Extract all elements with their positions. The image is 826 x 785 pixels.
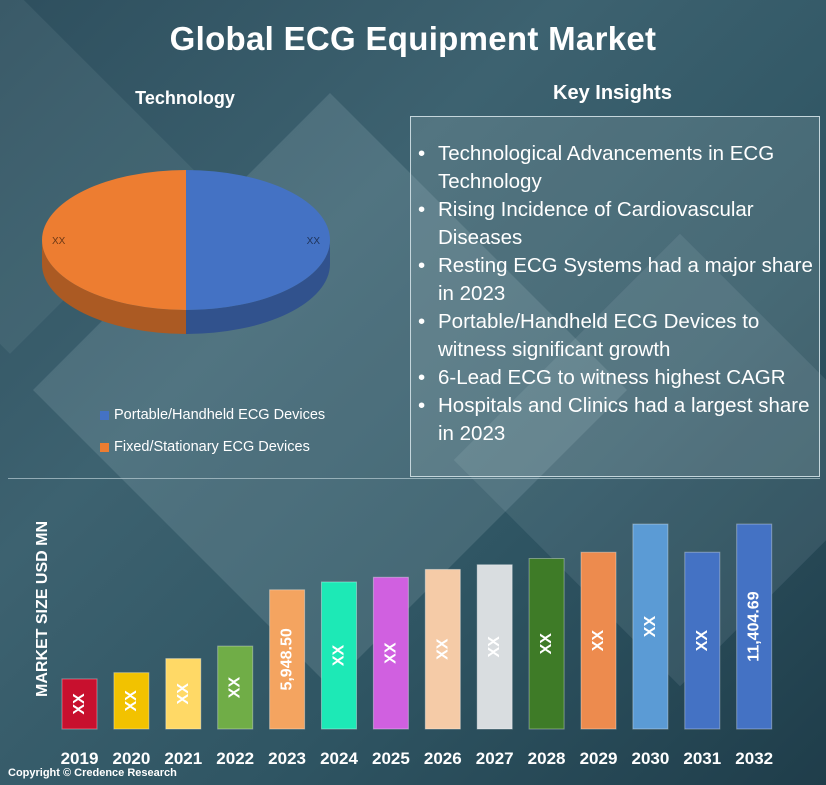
pie-data-label: XX xyxy=(307,236,321,247)
pie-chart: XX XX xyxy=(42,170,330,334)
bullet-icon: • xyxy=(418,394,426,417)
bar xyxy=(372,576,409,730)
bar-data-label: XX xyxy=(71,693,88,715)
bar-data-label: XX xyxy=(175,683,192,705)
x-tick-label: 2027 xyxy=(476,749,514,768)
insight-text: Resting ECG Systems had a major share in… xyxy=(438,254,813,305)
bar-data-label: XX xyxy=(486,636,503,658)
bar xyxy=(165,658,202,730)
legend-item-fixed: Fixed/Stationary ECG Devices xyxy=(100,439,310,455)
bar-data-label: XX xyxy=(331,644,348,666)
legend-swatch-fixed xyxy=(100,442,109,452)
key-insights-box xyxy=(410,116,820,477)
insight-item: • Portable/Handheld ECG Devices to witnes… xyxy=(410,308,815,364)
insight-item: • Hospitals and Clinics had a largest sha… xyxy=(410,392,815,448)
bar xyxy=(424,568,461,730)
x-tick-label: 2020 xyxy=(112,749,150,768)
key-insights-title: Key Insights xyxy=(553,82,672,104)
pie-slice-side xyxy=(42,240,186,334)
insight-item: • Technological Advancements in ECG Techn… xyxy=(410,140,815,196)
x-tick-label: 2023 xyxy=(268,749,306,768)
x-tick-label: 2021 xyxy=(164,749,202,768)
bullet-icon: • xyxy=(418,254,426,277)
bar xyxy=(321,581,357,730)
bar xyxy=(736,523,773,730)
legend-label-fixed: Fixed/Stationary ECG Devices xyxy=(114,439,310,455)
bar-data-label: 5,948.50 xyxy=(279,628,296,690)
bullet-icon: • xyxy=(418,198,426,221)
bar-data-label: XX xyxy=(694,630,711,652)
bar-data-label: XX xyxy=(590,630,607,652)
insight-text: Rising Incidence of Cardiovascular Disea… xyxy=(438,198,754,249)
x-tick-label: 2024 xyxy=(320,749,358,768)
key-insights-list: • Technological Advancements in ECG Techn… xyxy=(410,140,815,448)
x-tick-label: 2032 xyxy=(735,749,773,768)
bar xyxy=(632,523,669,730)
pie-slice xyxy=(186,170,330,310)
insight-item: • 6-Lead ECG to witness highest CAGR xyxy=(410,364,815,392)
bar-data-label: XX xyxy=(123,690,140,712)
technology-chart-title: Technology xyxy=(135,88,235,108)
bar xyxy=(684,551,721,730)
bar-chart: XX 2019 XX 2020 XX 2021 XX 2022 5,948.50 2023 XX 20… xyxy=(61,523,773,768)
bullet-icon: • xyxy=(418,310,426,333)
x-tick-label: 2031 xyxy=(683,749,721,768)
bar-data-label: XX xyxy=(538,633,555,655)
bar-data-label: XX xyxy=(382,642,399,664)
copyright-text: Copyright © Credence Research xyxy=(8,767,177,779)
bar xyxy=(580,551,617,730)
legend-swatch-portable xyxy=(100,410,109,420)
legend-item-portable: Portable/Handheld ECG Devices xyxy=(100,407,325,423)
x-tick-label: 2022 xyxy=(216,749,254,768)
bar xyxy=(269,589,306,730)
x-tick-label: 2025 xyxy=(372,749,410,768)
insight-text: Portable/Handheld ECG Devices to witness… xyxy=(438,310,760,361)
bar xyxy=(217,645,254,730)
bar xyxy=(476,564,513,730)
x-tick-label: 2019 xyxy=(61,749,99,768)
bar xyxy=(528,557,565,730)
insight-text: Technological Advancements in ECG Techno… xyxy=(438,142,775,193)
x-tick-label: 2029 xyxy=(580,749,618,768)
bar xyxy=(113,672,150,730)
pie-slice xyxy=(42,170,186,310)
insight-text: Hospitals and Clinics had a largest shar… xyxy=(438,394,810,445)
section-divider xyxy=(8,478,820,479)
pie-data-label: XX xyxy=(52,236,66,247)
bar-data-label: XX xyxy=(227,677,244,699)
insight-item: • Rising Incidence of Cardiovascular Dise… xyxy=(410,196,815,252)
insight-text: 6-Lead ECG to witness highest CAGR xyxy=(438,366,786,389)
x-tick-label: 2030 xyxy=(631,749,669,768)
legend-label-portable: Portable/Handheld ECG Devices xyxy=(114,407,326,423)
bar-data-label: 11,404.69 xyxy=(746,591,763,661)
bar-data-label: XX xyxy=(642,616,659,638)
page-title: Global ECG Equipment Market xyxy=(169,20,657,57)
bullet-icon: • xyxy=(418,142,426,165)
bar-data-label: XX xyxy=(434,638,451,660)
insight-item: • Resting ECG Systems had a major share i… xyxy=(410,252,815,308)
x-tick-label: 2026 xyxy=(424,749,462,768)
bar xyxy=(61,678,98,730)
pie-slice-side xyxy=(186,240,330,334)
bullet-icon: • xyxy=(418,366,426,389)
x-tick-label: 2028 xyxy=(528,749,566,768)
